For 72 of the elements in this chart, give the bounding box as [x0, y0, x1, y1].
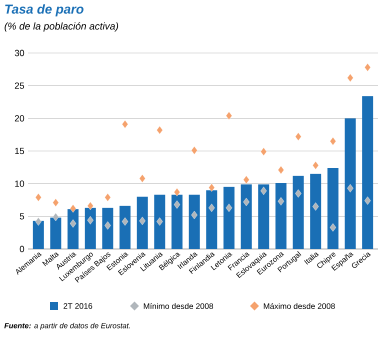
y-tick-label: 10	[15, 180, 24, 187]
bar	[258, 184, 270, 249]
point	[312, 202, 319, 211]
bar	[275, 183, 286, 249]
point	[156, 217, 163, 226]
point	[52, 198, 59, 207]
point	[174, 188, 180, 196]
bar	[136, 196, 148, 249]
point	[191, 210, 198, 220]
point	[87, 202, 94, 210]
point	[364, 196, 371, 205]
y-tick-label: 0	[20, 246, 24, 252]
bar	[102, 208, 114, 249]
bar	[68, 209, 79, 249]
point	[35, 217, 42, 226]
point	[35, 193, 42, 202]
bar	[50, 218, 62, 249]
point	[347, 74, 354, 82]
y-tick-label: 30	[14, 50, 24, 56]
point	[70, 219, 76, 228]
chart-subtitle: (% de la población activa)	[4, 22, 118, 32]
point	[104, 193, 111, 202]
bar	[344, 118, 356, 249]
point	[260, 148, 267, 156]
point	[295, 189, 302, 198]
y-tick-label: 20	[14, 115, 24, 122]
point	[347, 184, 354, 192]
point	[278, 197, 284, 206]
point	[70, 204, 76, 213]
bar	[362, 96, 374, 249]
point	[52, 212, 59, 222]
legend-label: 2T 2016	[64, 303, 92, 309]
point	[87, 216, 94, 224]
point	[191, 146, 198, 154]
point	[243, 176, 250, 184]
point	[364, 63, 371, 72]
point	[122, 120, 128, 128]
point	[156, 126, 163, 134]
bar	[32, 220, 44, 249]
legend-label: Mínimo desde 2008	[144, 303, 214, 309]
y-tick-label: 15	[15, 148, 24, 154]
legend-label: Máximo desde 2008	[264, 303, 335, 309]
point	[104, 221, 111, 230]
point	[208, 204, 215, 212]
point	[278, 166, 284, 174]
bar	[240, 184, 252, 249]
bar	[188, 194, 200, 249]
point	[139, 216, 146, 226]
point	[208, 183, 215, 192]
point	[243, 198, 250, 206]
point	[226, 112, 232, 120]
point	[260, 186, 267, 196]
point	[174, 200, 180, 209]
bar	[84, 208, 96, 249]
bar	[327, 168, 338, 249]
bar	[172, 194, 183, 249]
point	[122, 217, 128, 226]
chart-title: Tasa de paro	[5, 4, 84, 16]
y-tick-label: 25	[14, 82, 24, 89]
bar	[206, 190, 218, 249]
y-tick-label: 5	[20, 213, 24, 220]
point	[139, 174, 146, 183]
point	[312, 161, 319, 170]
bar	[292, 176, 304, 249]
bar	[223, 186, 234, 249]
point	[295, 132, 302, 141]
point	[226, 204, 232, 212]
bar	[120, 206, 131, 249]
point	[330, 223, 336, 232]
bar	[310, 174, 322, 249]
bar	[154, 194, 166, 249]
point	[330, 137, 336, 146]
